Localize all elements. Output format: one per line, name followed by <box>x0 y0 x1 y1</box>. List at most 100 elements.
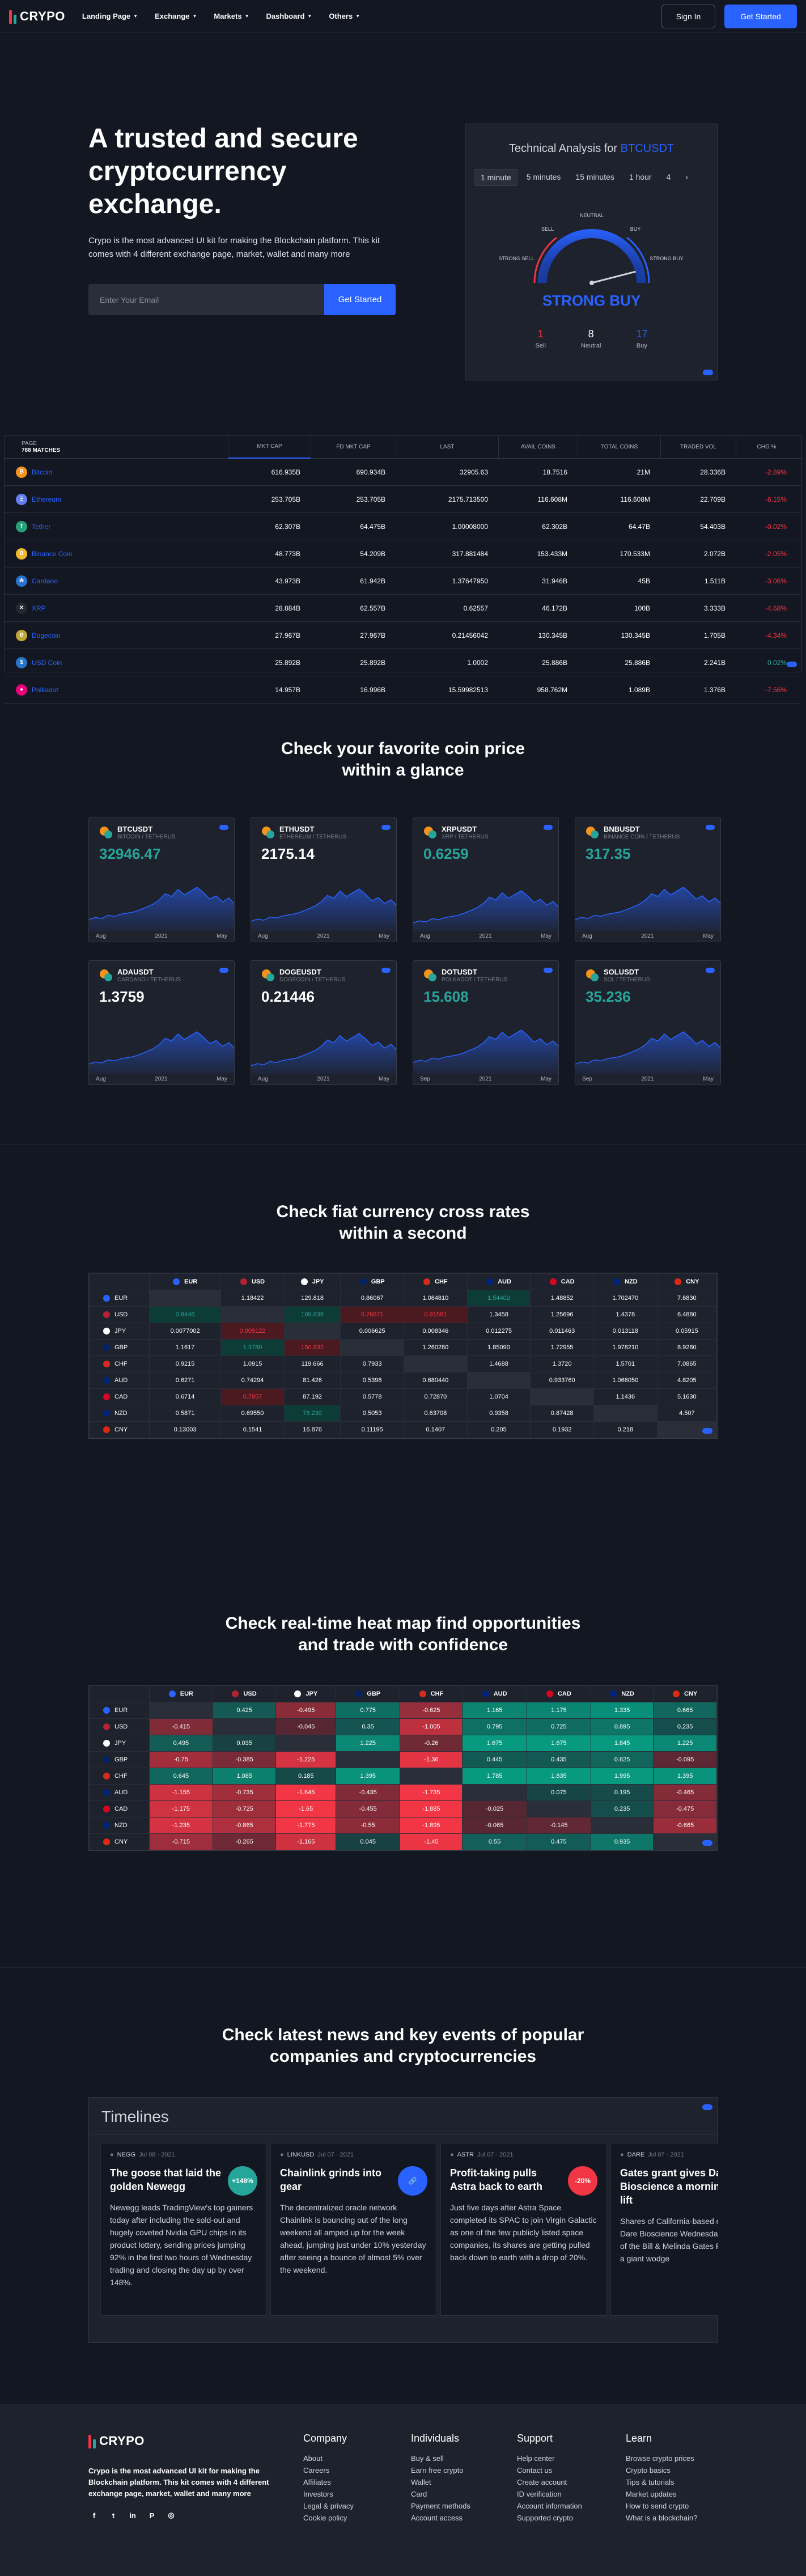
currency-column-header[interactable]: USD <box>220 1273 285 1290</box>
matrix-cell[interactable]: 0.445 <box>462 1751 527 1768</box>
matrix-cell[interactable]: 81.426 <box>283 1372 341 1389</box>
coin-card-bnbusdt[interactable]: BNBUSDT BINANCE COIN / TETHERUS 317.35 Aug 2… <box>575 817 721 942</box>
coin-card-ethusdt[interactable]: ETHUSDT ETHEREUM / TETHERUS 2175.14 Aug 2021… <box>251 817 397 942</box>
tradingview-cloud-icon[interactable] <box>381 968 391 973</box>
matrix-cell[interactable]: 0.205 <box>466 1421 531 1438</box>
currency-column-header[interactable]: AUD <box>466 1273 531 1290</box>
tradingview-cloud-icon[interactable] <box>702 1840 712 1846</box>
currency-column-header[interactable]: EUR <box>149 1273 222 1290</box>
menu-landing-page[interactable]: Landing Page ▼ <box>82 12 138 20</box>
matrix-cell[interactable]: 0.218 <box>593 1421 657 1438</box>
matrix-cell[interactable]: 1.18422 <box>220 1290 285 1307</box>
coin-cell[interactable]: Ð Dogecoin <box>5 629 228 641</box>
matrix-cell[interactable]: 0.725 <box>526 1718 592 1735</box>
currency-row-header[interactable]: CHF <box>89 1768 150 1785</box>
matrix-cell[interactable] <box>404 1355 468 1372</box>
matrix-cell[interactable]: 0.72870 <box>404 1388 468 1405</box>
footer-link[interactable]: About <box>303 2454 323 2463</box>
matrix-cell[interactable]: 7.6830 <box>656 1290 718 1307</box>
matrix-cell[interactable]: 119.666 <box>283 1355 341 1372</box>
col-last[interactable]: LAST <box>396 435 498 459</box>
matrix-cell[interactable]: -0.065 <box>462 1817 527 1834</box>
matrix-cell[interactable]: -0.665 <box>653 1817 717 1834</box>
currency-row-header[interactable]: JPY <box>89 1323 150 1340</box>
matrix-cell[interactable]: 0.235 <box>653 1718 717 1735</box>
matrix-cell[interactable]: -1.65 <box>275 1800 337 1817</box>
matrix-cell[interactable]: 1.785 <box>462 1768 527 1785</box>
tradingview-cloud-icon[interactable] <box>381 825 391 830</box>
matrix-cell[interactable] <box>400 1768 463 1785</box>
email-input[interactable] <box>88 284 324 315</box>
footer-link[interactable]: Cookie policy <box>303 2514 347 2522</box>
tradingview-cloud-icon[interactable] <box>544 968 553 973</box>
market-row[interactable]: Ð Dogecoin 27.967B 27.967B 0.21456042 130.345… <box>5 622 801 649</box>
matrix-cell[interactable]: 1.260280 <box>404 1339 468 1356</box>
matrix-cell[interactable]: 76.230 <box>283 1405 341 1422</box>
linkedin-icon[interactable]: in <box>129 2511 136 2520</box>
matrix-cell[interactable] <box>149 1702 213 1719</box>
matrix-cell[interactable]: 1.335 <box>591 1702 654 1719</box>
sign-in-button[interactable]: Sign In <box>661 4 715 28</box>
matrix-cell[interactable] <box>283 1323 341 1340</box>
matrix-cell[interactable]: 8.9280 <box>656 1339 718 1356</box>
matrix-cell[interactable]: 1.3720 <box>530 1355 594 1372</box>
tab-5-minutes[interactable]: 5 minutes <box>526 172 561 181</box>
matrix-cell[interactable]: -1.175 <box>149 1800 213 1817</box>
matrix-cell[interactable]: 150.832 <box>283 1339 341 1356</box>
news-ticker[interactable]: LINKUSD <box>287 2151 315 2158</box>
matrix-cell[interactable]: 1.395 <box>336 1768 401 1785</box>
coin-cell[interactable]: T Tether <box>5 520 228 532</box>
matrix-cell[interactable]: 1.085 <box>212 1768 277 1785</box>
coin-cell[interactable]: ₿ Bitcoin <box>5 466 228 478</box>
matrix-cell[interactable]: 0.55 <box>462 1833 527 1850</box>
footer-link[interactable]: Careers <box>303 2466 330 2475</box>
matrix-cell[interactable]: -1.735 <box>400 1784 463 1801</box>
matrix-cell[interactable]: 1.54402 <box>466 1290 531 1307</box>
col-mkt-cap[interactable]: MKT CAP <box>228 435 311 459</box>
market-row[interactable]: Ξ Ethereum 253.705B 253.705B 2175.713500 116.… <box>5 486 801 513</box>
footer-link[interactable]: Create account <box>517 2478 567 2486</box>
coin-name[interactable]: Dogecoin <box>32 631 61 639</box>
matrix-cell[interactable] <box>591 1817 654 1834</box>
footer-link[interactable]: Contact us <box>517 2466 553 2475</box>
tradingview-cloud-icon[interactable] <box>544 825 553 830</box>
matrix-cell[interactable]: -1.005 <box>400 1718 463 1735</box>
matrix-cell[interactable]: -1.155 <box>149 1784 213 1801</box>
matrix-cell[interactable]: -0.495 <box>275 1702 337 1719</box>
footer-link[interactable]: Legal & privacy <box>303 2502 354 2510</box>
matrix-cell[interactable]: 1.395 <box>653 1768 717 1785</box>
footer-link[interactable]: Payment methods <box>411 2502 470 2510</box>
tradingview-cloud-icon[interactable] <box>219 825 228 830</box>
matrix-cell[interactable] <box>653 1833 717 1850</box>
currency-column-header[interactable]: CHF <box>404 1273 468 1290</box>
footer-link[interactable]: Card <box>411 2490 427 2498</box>
matrix-cell[interactable]: 1.4688 <box>466 1355 531 1372</box>
market-row[interactable]: ₿ Bitcoin 616.935B 690.934B 32905.63 18.7516 2… <box>5 459 801 486</box>
matrix-cell[interactable]: -1.45 <box>400 1833 463 1850</box>
currency-column-header[interactable]: CNY <box>653 1685 717 1702</box>
matrix-cell[interactable]: 1.4378 <box>593 1306 657 1323</box>
matrix-cell[interactable]: 16.876 <box>283 1421 341 1438</box>
currency-row-header[interactable]: EUR <box>89 1290 150 1307</box>
currency-row-header[interactable]: CHF <box>89 1355 150 1372</box>
matrix-cell[interactable] <box>466 1372 531 1389</box>
matrix-cell[interactable]: -0.435 <box>336 1784 401 1801</box>
matrix-cell[interactable]: 0.5398 <box>340 1372 405 1389</box>
matrix-cell[interactable]: 0.6271 <box>149 1372 222 1389</box>
matrix-cell[interactable]: -0.26 <box>400 1735 463 1752</box>
matrix-cell[interactable]: 1.3780 <box>220 1339 285 1356</box>
coin-name[interactable]: Bitcoin <box>32 468 53 476</box>
matrix-cell[interactable]: -0.75 <box>149 1751 213 1768</box>
currency-column-header[interactable]: CAD <box>526 1685 592 1702</box>
matrix-cell[interactable]: 1.845 <box>591 1735 654 1752</box>
coin-cell[interactable]: ₳ Cardano <box>5 575 228 587</box>
news-card[interactable]: ● ASTR Jul 07 · 2021 Profit-taking pulls As… <box>440 2143 607 2316</box>
currency-row-header[interactable]: CAD <box>89 1800 150 1817</box>
matrix-cell[interactable]: 0.5778 <box>340 1388 405 1405</box>
currency-column-header[interactable]: CHF <box>400 1685 463 1702</box>
footer-link[interactable]: Crypto basics <box>626 2466 671 2475</box>
tradingview-cloud-icon[interactable] <box>702 1428 712 1434</box>
matrix-cell[interactable]: 0.475 <box>526 1833 592 1850</box>
matrix-cell[interactable]: 4.507 <box>656 1405 718 1422</box>
